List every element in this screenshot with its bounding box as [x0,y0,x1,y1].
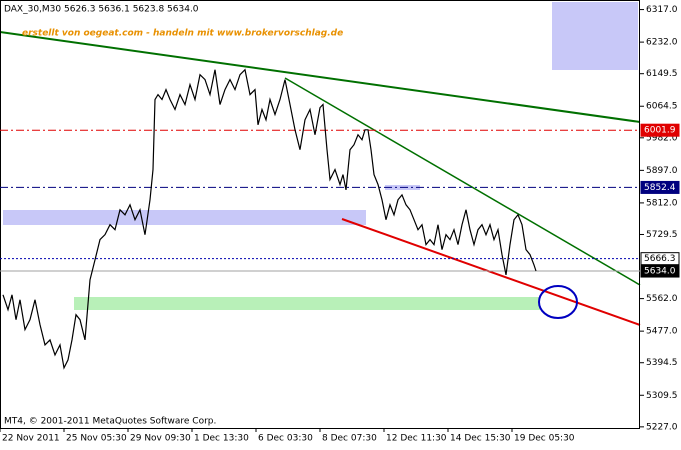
y-tick-label: 6149.5 [646,69,678,79]
trendline [284,77,641,286]
x-tick-label: 1 Dec 13:30 [194,434,249,444]
annotation: erstellt von oegeat.com - handeln mit ww… [22,29,343,39]
price-label: 5852.4 [644,183,676,193]
x-tick-label: 8 Dec 07:30 [322,434,377,444]
y-tick-label: 6232.0 [646,38,678,48]
copyright: MT4, © 2001-2011 MetaQuotes Software Cor… [4,417,216,427]
y-tick-label: 5897.0 [646,166,678,176]
y-tick-label: 6064.5 [646,102,678,112]
x-tick-label: 12 Dec 11:30 [386,434,447,444]
price-box [640,123,680,137]
zone-rectangle [3,210,366,225]
trendline [341,218,641,326]
price-label: 6001.9 [644,126,676,136]
y-tick-label: 5394.5 [646,358,678,368]
trendline [0,31,641,123]
x-tick-label: 22 Nov 2011 [2,434,60,444]
price-label: 5666.3 [644,254,676,264]
x-tick-label: 14 Dec 15:30 [450,434,511,444]
y-tick-label: 5562.0 [646,294,678,304]
y-tick-label: 5477.0 [646,327,678,337]
price-line [2,68,537,370]
x-tick-label: 19 Dec 05:30 [514,434,575,444]
y-tick-label: 5982.0 [646,133,678,143]
drawn-objects [0,2,641,326]
y-tick-label: 6317.0 [646,5,678,15]
y-tick-label: 5729.5 [646,230,678,240]
zone-rectangle [74,297,540,310]
ellipse [538,285,578,319]
x-tick-label: 6 Dec 03:30 [258,434,313,444]
y-tick-label: 5227.0 [646,422,678,432]
price-box [640,264,680,278]
x-tick-label: 25 Nov 05:30 [66,434,127,444]
zone-rectangle [552,2,638,70]
x-tick-label: 29 Nov 09:30 [130,434,191,444]
y-tick-label: 5309.5 [646,391,678,401]
price-box [640,180,680,194]
price-label: 5634.0 [644,267,676,277]
chart-title: DAX_30,M30 5626.3 5636.1 5623.8 5634.0 [4,5,199,15]
y-tick-label: 5812.0 [646,198,678,208]
